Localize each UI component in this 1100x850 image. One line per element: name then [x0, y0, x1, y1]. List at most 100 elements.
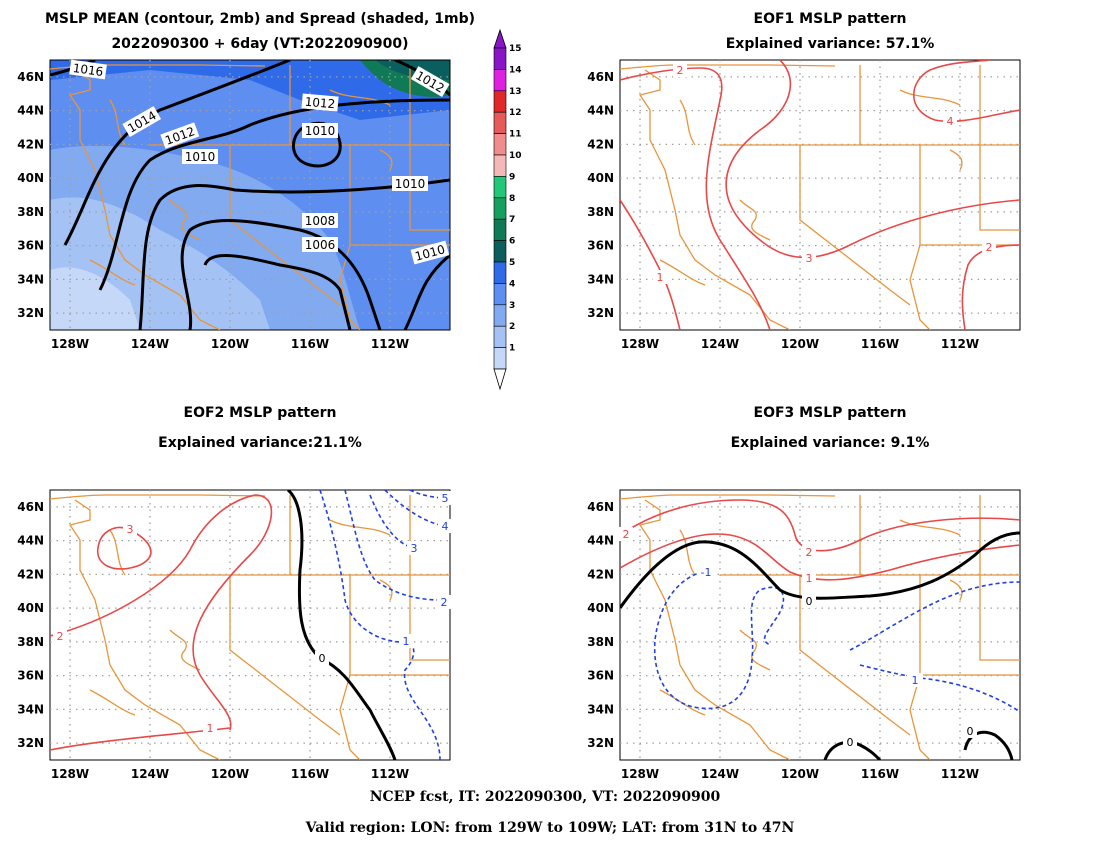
contour-label: 0 [967, 725, 974, 738]
lon-tick-label: 116W [861, 767, 899, 781]
contour-label: 1 [912, 674, 919, 687]
isobar-label: 1010 [305, 124, 336, 138]
contour-label: 3 [411, 542, 418, 555]
colorbar-label: 2 [509, 322, 515, 332]
lat-tick-label: 36N [17, 669, 44, 683]
lon-tick-label: 124W [701, 767, 739, 781]
lat-tick-label: 40N [17, 601, 44, 615]
lat-tick-label: 42N [587, 567, 614, 581]
lat-tick-label: 42N [587, 137, 614, 151]
lat-tick-label: 42N [17, 567, 44, 581]
lon-tick-label: 120W [781, 337, 819, 351]
lat-tick-label: 44N [587, 104, 614, 118]
contour-label: 2 [986, 241, 993, 254]
spread-shading [50, 60, 450, 330]
mean-isobars [50, 60, 450, 330]
lat-tick-label: 40N [17, 171, 44, 185]
lat-tick-label: 44N [587, 534, 614, 548]
eof3-contour-labels: 2 2 1 -1 0 1 0 0 [619, 527, 977, 749]
colorbar-swatch [493, 154, 507, 177]
lon-tick-label: 116W [291, 767, 329, 781]
lon-tick-label: 120W [211, 767, 249, 781]
lon-tick-label: 112W [371, 337, 409, 351]
lon-tick-label: 124W [131, 337, 169, 351]
colorbar-label: 6 [509, 237, 515, 247]
panel-eof1-subtitle: Explained variance: 57.1% [726, 36, 935, 52]
lat-tick-label: 40N [587, 171, 614, 185]
lon-tick-label: 128W [621, 337, 659, 351]
colorbar-swatch [493, 304, 507, 327]
colorbar-swatch [493, 111, 507, 134]
lat-tick-label: 46N [17, 500, 44, 514]
eof1-contour-labels: 2 4 3 1 2 [653, 63, 996, 284]
colorbar-swatch [493, 261, 507, 284]
colorbar-swatch [493, 218, 507, 241]
panel-eof1-title: EOF1 MSLP pattern [754, 11, 907, 27]
contour-label: 4 [442, 520, 449, 533]
isobar-label: 1012 [304, 95, 336, 112]
isobar-label: 1010 [395, 177, 426, 191]
lat-tick-label: 32N [17, 736, 44, 750]
colorbar-label: 14 [509, 65, 522, 75]
lon-tick-label: 124W [131, 767, 169, 781]
contour-label: -1 [701, 566, 712, 579]
contour-label: 2 [441, 596, 448, 609]
contour-label: 2 [677, 64, 684, 77]
colorbar-label: 15 [509, 44, 522, 54]
footer-valid-region: Valid region: LON: from 129W to 109W; LA… [305, 820, 795, 836]
lon-tick-label: 124W [701, 337, 739, 351]
panel-eof3-map [619, 489, 1021, 761]
eof2-contour-labels: 3 2 1 5 4 3 2 1 0 [53, 491, 452, 735]
colorbar-label: 13 [509, 87, 522, 97]
lat-tick-label: 32N [17, 306, 44, 320]
contour-label: 4 [947, 115, 954, 128]
contour-label: 0 [319, 652, 326, 665]
eof1-contours [620, 60, 1020, 330]
colorbar-label: 10 [509, 151, 522, 161]
lat-tick-label: 44N [17, 104, 44, 118]
colorbar-swatch [493, 176, 507, 199]
panel-mean-map [49, 59, 451, 331]
contour-label: 0 [847, 736, 854, 749]
isobar-label: 1010 [185, 150, 216, 164]
colorbar-label: 9 [509, 172, 515, 182]
axis-tick-labels: 128W 124W 120W 116W 112W46N44N42N40N38N36N34… [17, 70, 979, 781]
lat-tick-label: 32N [587, 306, 614, 320]
isobar-label: 1016 [72, 61, 104, 79]
isobar-label: 1006 [305, 238, 336, 252]
contour-label: 1 [806, 572, 813, 585]
lon-tick-label: 112W [371, 767, 409, 781]
lat-tick-label: 38N [587, 635, 614, 649]
lat-tick-label: 46N [17, 70, 44, 84]
colorbar-label: 11 [509, 130, 522, 140]
colorbar-label: 7 [509, 215, 515, 225]
lat-tick-label: 36N [587, 239, 614, 253]
lat-tick-label: 32N [587, 736, 614, 750]
colorbar-swatch [493, 283, 507, 306]
footer-forecast-times: NCEP fcst, IT: 2022090300, VT: 202209090… [370, 789, 721, 805]
colorbar-swatch [493, 47, 507, 70]
spread-colorbar: 15 14 13 12 11 10 9 8 7 6 5 4 3 2 1 [493, 28, 522, 391]
colorbar-label: 5 [509, 258, 515, 268]
lat-tick-label: 46N [587, 500, 614, 514]
lon-tick-label: 128W [51, 337, 89, 351]
colorbar-swatch [493, 69, 507, 92]
lon-tick-label: 112W [941, 767, 979, 781]
lat-tick-label: 34N [587, 702, 614, 716]
panel-eof2-map [49, 489, 451, 761]
panel-eof3-title: EOF3 MSLP pattern [754, 405, 907, 421]
contour-label: 3 [127, 523, 134, 536]
lon-tick-label: 120W [781, 767, 819, 781]
lat-tick-label: 34N [587, 272, 614, 286]
lon-tick-label: 112W [941, 337, 979, 351]
lat-tick-label: 34N [17, 272, 44, 286]
contour-label: 3 [806, 252, 813, 265]
colorbar-swatch [493, 240, 507, 263]
lat-tick-label: 38N [17, 635, 44, 649]
lon-tick-label: 128W [621, 767, 659, 781]
panel-eof2-title: EOF2 MSLP pattern [184, 405, 337, 421]
colorbar-swatch [493, 197, 507, 220]
colorbar-swatch [493, 90, 507, 113]
contour-label: 1 [657, 271, 664, 284]
